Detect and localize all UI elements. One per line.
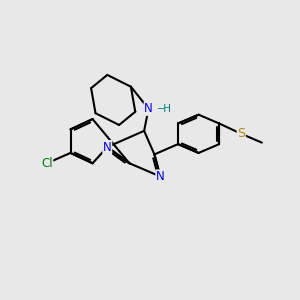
Text: S: S (237, 127, 245, 140)
Text: N: N (156, 170, 165, 183)
Text: ─H: ─H (157, 104, 171, 114)
Text: N: N (144, 102, 153, 115)
Text: N: N (103, 141, 112, 154)
Text: Cl: Cl (41, 157, 53, 170)
